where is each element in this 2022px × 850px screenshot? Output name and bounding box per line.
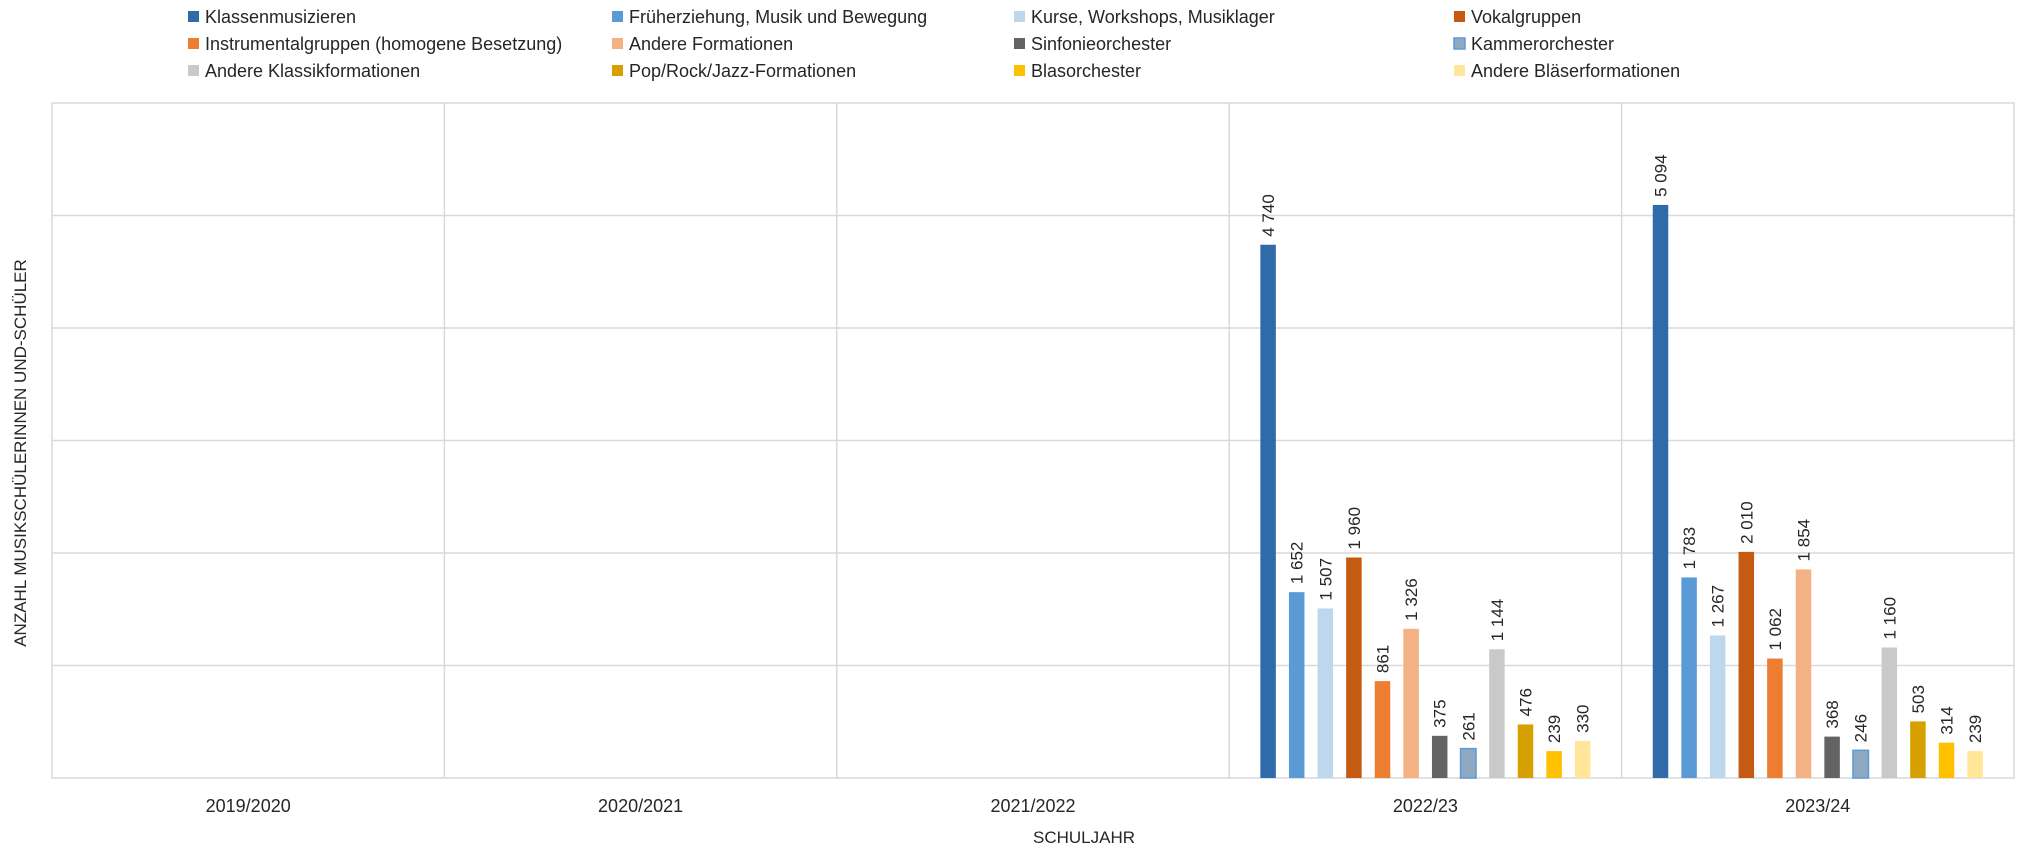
legend-swatch (1454, 11, 1465, 22)
legend-label: Andere Formationen (629, 34, 793, 54)
data-label: 375 (1431, 699, 1450, 727)
data-label: 1 144 (1488, 599, 1507, 642)
data-label: 1 854 (1795, 519, 1814, 562)
legend-label: Früherziehung, Musik und Bewegung (629, 7, 927, 27)
x-tick-label: 2021/2022 (990, 796, 1075, 816)
bar-kurse-workshops-musiklager-2022-23 (1318, 608, 1334, 778)
legend-swatch (188, 38, 199, 49)
data-label: 1 160 (1880, 597, 1899, 640)
legend-label: Andere Klassikformationen (205, 61, 420, 81)
data-label: 861 (1374, 645, 1393, 673)
legend-item-andere-formationen: Andere Formationen (612, 34, 793, 54)
data-label: 1 267 (1709, 585, 1728, 628)
data-label: 1 326 (1402, 578, 1421, 621)
legend-item-vokalgruppen: Vokalgruppen (1454, 7, 1581, 27)
data-label: 246 (1852, 714, 1871, 742)
legend-item-pop-rock-jazz-formationen: Pop/Rock/Jazz-Formationen (612, 61, 856, 81)
legend-label: Klassenmusizieren (205, 7, 356, 27)
bar-kammerorchester-2023-24 (1853, 750, 1869, 778)
bar-fruherziehung-musik-und-bewegung-2023-24 (1681, 577, 1697, 778)
legend-item-kammerorchester: Kammerorchester (1454, 34, 1614, 54)
data-label: 239 (1545, 715, 1564, 743)
x-tick-label: 2022/23 (1393, 796, 1458, 816)
legend-item-kurse-workshops-musiklager: Kurse, Workshops, Musiklager (1014, 7, 1275, 27)
legend-label: Sinfonieorchester (1031, 34, 1171, 54)
data-label: 314 (1938, 706, 1957, 734)
x-tick-label: 2023/24 (1785, 796, 1850, 816)
legend-item-andere-blaserformationen: Andere Bläserformationen (1454, 61, 1680, 81)
data-label: 5 094 (1652, 154, 1671, 197)
x-tick-label: 2020/2021 (598, 796, 683, 816)
legend-label: Instrumentalgruppen (homogene Besetzung) (205, 34, 562, 54)
bar-klassenmusizieren-2023-24 (1653, 205, 1669, 778)
legend-item-blasorchester: Blasorchester (1014, 61, 1141, 81)
legend-swatch (188, 65, 199, 76)
legend: Klassenmusizieren Früherziehung, Musik un… (188, 7, 1680, 81)
y-axis-label: ANZAHL MUSIKSCHÜLERINNEN UND-SCHÜLER (11, 259, 30, 647)
bar-andere-formationen-2022-23 (1403, 629, 1419, 778)
data-label: 1 507 (1316, 558, 1335, 601)
bar-pop-rock-jazz-formationen-2023-24 (1910, 721, 1926, 778)
legend-item-fruherziehung-musik-und-bewegung: Früherziehung, Musik und Bewegung (612, 7, 927, 27)
legend-item-andere-klassikformationen: Andere Klassikformationen (188, 61, 420, 81)
legend-swatch (1014, 38, 1025, 49)
data-label: 476 (1517, 688, 1536, 716)
bar-pop-rock-jazz-formationen-2022-23 (1518, 724, 1534, 778)
bar-blasorchester-2023-24 (1939, 743, 1955, 778)
data-label: 2 010 (1737, 501, 1756, 544)
data-label: 4 740 (1259, 194, 1278, 237)
bar-sinfonieorchester-2023-24 (1824, 737, 1840, 778)
legend-swatch (1454, 65, 1465, 76)
legend-label: Kurse, Workshops, Musiklager (1031, 7, 1275, 27)
bar-instrumentalgruppen-homogene-besetzung-2022-23 (1375, 681, 1391, 778)
legend-swatch (1014, 65, 1025, 76)
data-label: 368 (1823, 700, 1842, 728)
legend-item-klassenmusizieren: Klassenmusizieren (188, 7, 356, 27)
legend-label: Pop/Rock/Jazz-Formationen (629, 61, 856, 81)
bar-vokalgruppen-2023-24 (1739, 552, 1755, 778)
x-tick-label: 2019/2020 (206, 796, 291, 816)
legend-label: Andere Bläserformationen (1471, 61, 1680, 81)
data-label: 239 (1966, 715, 1985, 743)
data-label: 1 062 (1766, 608, 1785, 651)
data-label: 330 (1574, 705, 1593, 733)
bar-kurse-workshops-musiklager-2023-24 (1710, 635, 1726, 778)
bar-blasorchester-2022-23 (1546, 751, 1562, 778)
bar-andere-formationen-2023-24 (1796, 569, 1812, 778)
bar-kammerorchester-2022-23 (1461, 749, 1477, 778)
legend-swatch (1454, 38, 1465, 49)
data-label: 1 652 (1288, 542, 1307, 585)
data-label: 1 960 (1345, 507, 1364, 550)
legend-item-instrumentalgruppen-homogene-besetzung: Instrumentalgruppen (homogene Besetzung) (188, 34, 562, 54)
legend-item-sinfonieorchester: Sinfonieorchester (1014, 34, 1171, 54)
legend-label: Blasorchester (1031, 61, 1141, 81)
legend-swatch (612, 38, 623, 49)
bar-instrumentalgruppen-homogene-besetzung-2023-24 (1767, 659, 1783, 778)
bar-andere-klassikformationen-2022-23 (1489, 649, 1505, 778)
legend-swatch (612, 11, 623, 22)
bar-andere-blaserformationen-2022-23 (1575, 741, 1591, 778)
data-label: 1 783 (1680, 527, 1699, 570)
legend-label: Vokalgruppen (1471, 7, 1581, 27)
data-label: 503 (1909, 685, 1928, 713)
legend-swatch (1014, 11, 1025, 22)
plot-area: 2019/2020 2020/2021 2021/2022 2022/23 2023/2… (52, 103, 2014, 816)
legend-swatch (188, 11, 199, 22)
bar-fruherziehung-musik-und-bewegung-2022-23 (1289, 592, 1305, 778)
bar-vokalgruppen-2022-23 (1346, 558, 1362, 779)
bar-klassenmusizieren-2022-23 (1260, 245, 1276, 778)
bar-andere-blaserformationen-2023-24 (1967, 751, 1983, 778)
bar-sinfonieorchester-2022-23 (1432, 736, 1448, 778)
legend-label: Kammerorchester (1471, 34, 1614, 54)
data-label: 261 (1459, 712, 1478, 740)
x-axis-label: SCHULJAHR (1033, 828, 1135, 847)
legend-swatch (612, 65, 623, 76)
bar-andere-klassikformationen-2023-24 (1882, 648, 1898, 779)
